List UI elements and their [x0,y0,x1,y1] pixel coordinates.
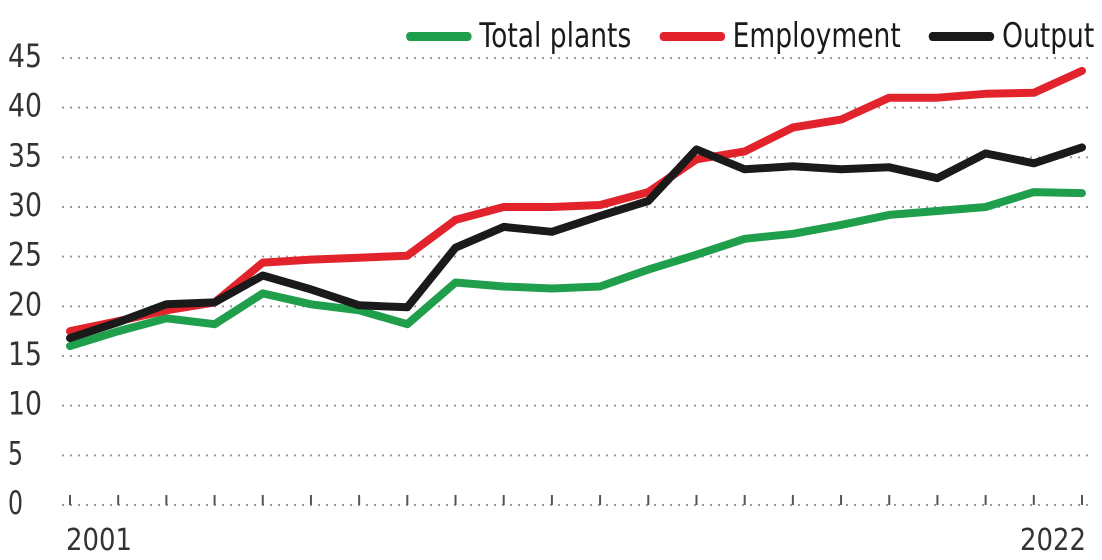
series-line-employment [66,66,1086,336]
series-line-output [66,143,1086,343]
y-tick-label-0: 0 [8,484,23,522]
y-tick-label-45: 45 [8,37,42,75]
legend-swatch-employment [659,31,725,41]
series-line-total-plants [66,188,1086,351]
y-tick-label-30: 30 [8,186,42,224]
legend-swatch-total-plants [405,31,472,41]
legend-item-total-plants: Total plants [405,16,631,56]
legend-label-employment: Employment [732,16,901,56]
y-tick-label-40: 40 [8,87,42,125]
chart-legend: Total plants Employment Output [378,16,1094,56]
x-tick-label-last: 2022 [1020,523,1086,555]
y-tick-label-35: 35 [8,136,42,174]
y-tick-label-5: 5 [8,434,23,472]
legend-swatch-output [928,31,995,41]
legend-item-employment: Employment [659,16,900,56]
y-tick-label-10: 10 [8,385,42,423]
y-tick-label-20: 20 [8,285,42,323]
legend-label-output: Output [1001,16,1094,56]
legend-label-total-plants: Total plants [479,16,631,56]
y-tick-label-15: 15 [8,335,42,373]
x-tick-label-first: 2001 [66,523,132,555]
legend-item-output: Output [928,16,1094,56]
y-tick-label-25: 25 [8,236,42,274]
